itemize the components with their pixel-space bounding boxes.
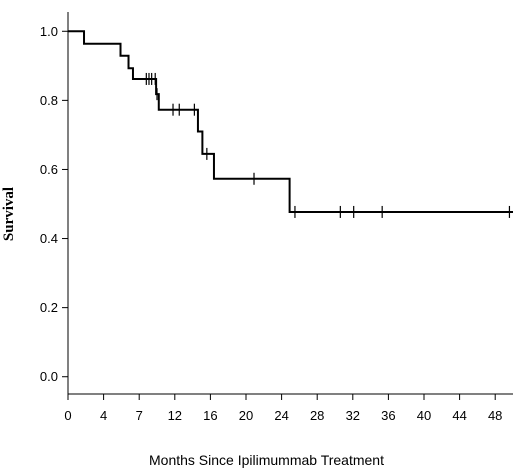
x-tick-label: 48 xyxy=(488,408,502,423)
y-tick-label: 0.4 xyxy=(40,231,58,246)
y-tick-label: 0.8 xyxy=(40,93,58,108)
x-tick-label: 36 xyxy=(381,408,395,423)
x-tick-label: 40 xyxy=(417,408,431,423)
survival-step-line xyxy=(68,30,513,213)
y-tick-label: 0.6 xyxy=(40,162,58,177)
x-tick-label: 7 xyxy=(136,408,143,423)
plot-frame xyxy=(67,12,513,395)
x-tick-label: 20 xyxy=(239,408,253,423)
x-tick-label: 16 xyxy=(203,408,217,423)
y-tick-label: 0.2 xyxy=(40,300,58,315)
y-tick-label: 1.0 xyxy=(40,24,58,39)
x-tick-label: 24 xyxy=(274,408,288,423)
x-tick-label: 32 xyxy=(346,408,360,423)
x-axis-label: Months Since Ipilimummab Treatment xyxy=(149,452,384,468)
x-tick-label: 28 xyxy=(310,408,324,423)
series-layer xyxy=(68,30,513,218)
y-axis: 0.0 0.2 0.4 0.6 0.8 1.0 xyxy=(40,24,68,384)
x-tick-label: 12 xyxy=(168,408,182,423)
x-tick-label: 44 xyxy=(452,408,466,423)
y-axis-label: Survival xyxy=(1,187,17,241)
x-tick-label: 4 xyxy=(100,408,107,423)
x-axis: 0 4 7 12 16 20 24 28 32 36 40 44 48 xyxy=(64,394,502,423)
y-tick-label: 0.0 xyxy=(40,369,58,384)
x-tick-label: 0 xyxy=(64,408,71,423)
